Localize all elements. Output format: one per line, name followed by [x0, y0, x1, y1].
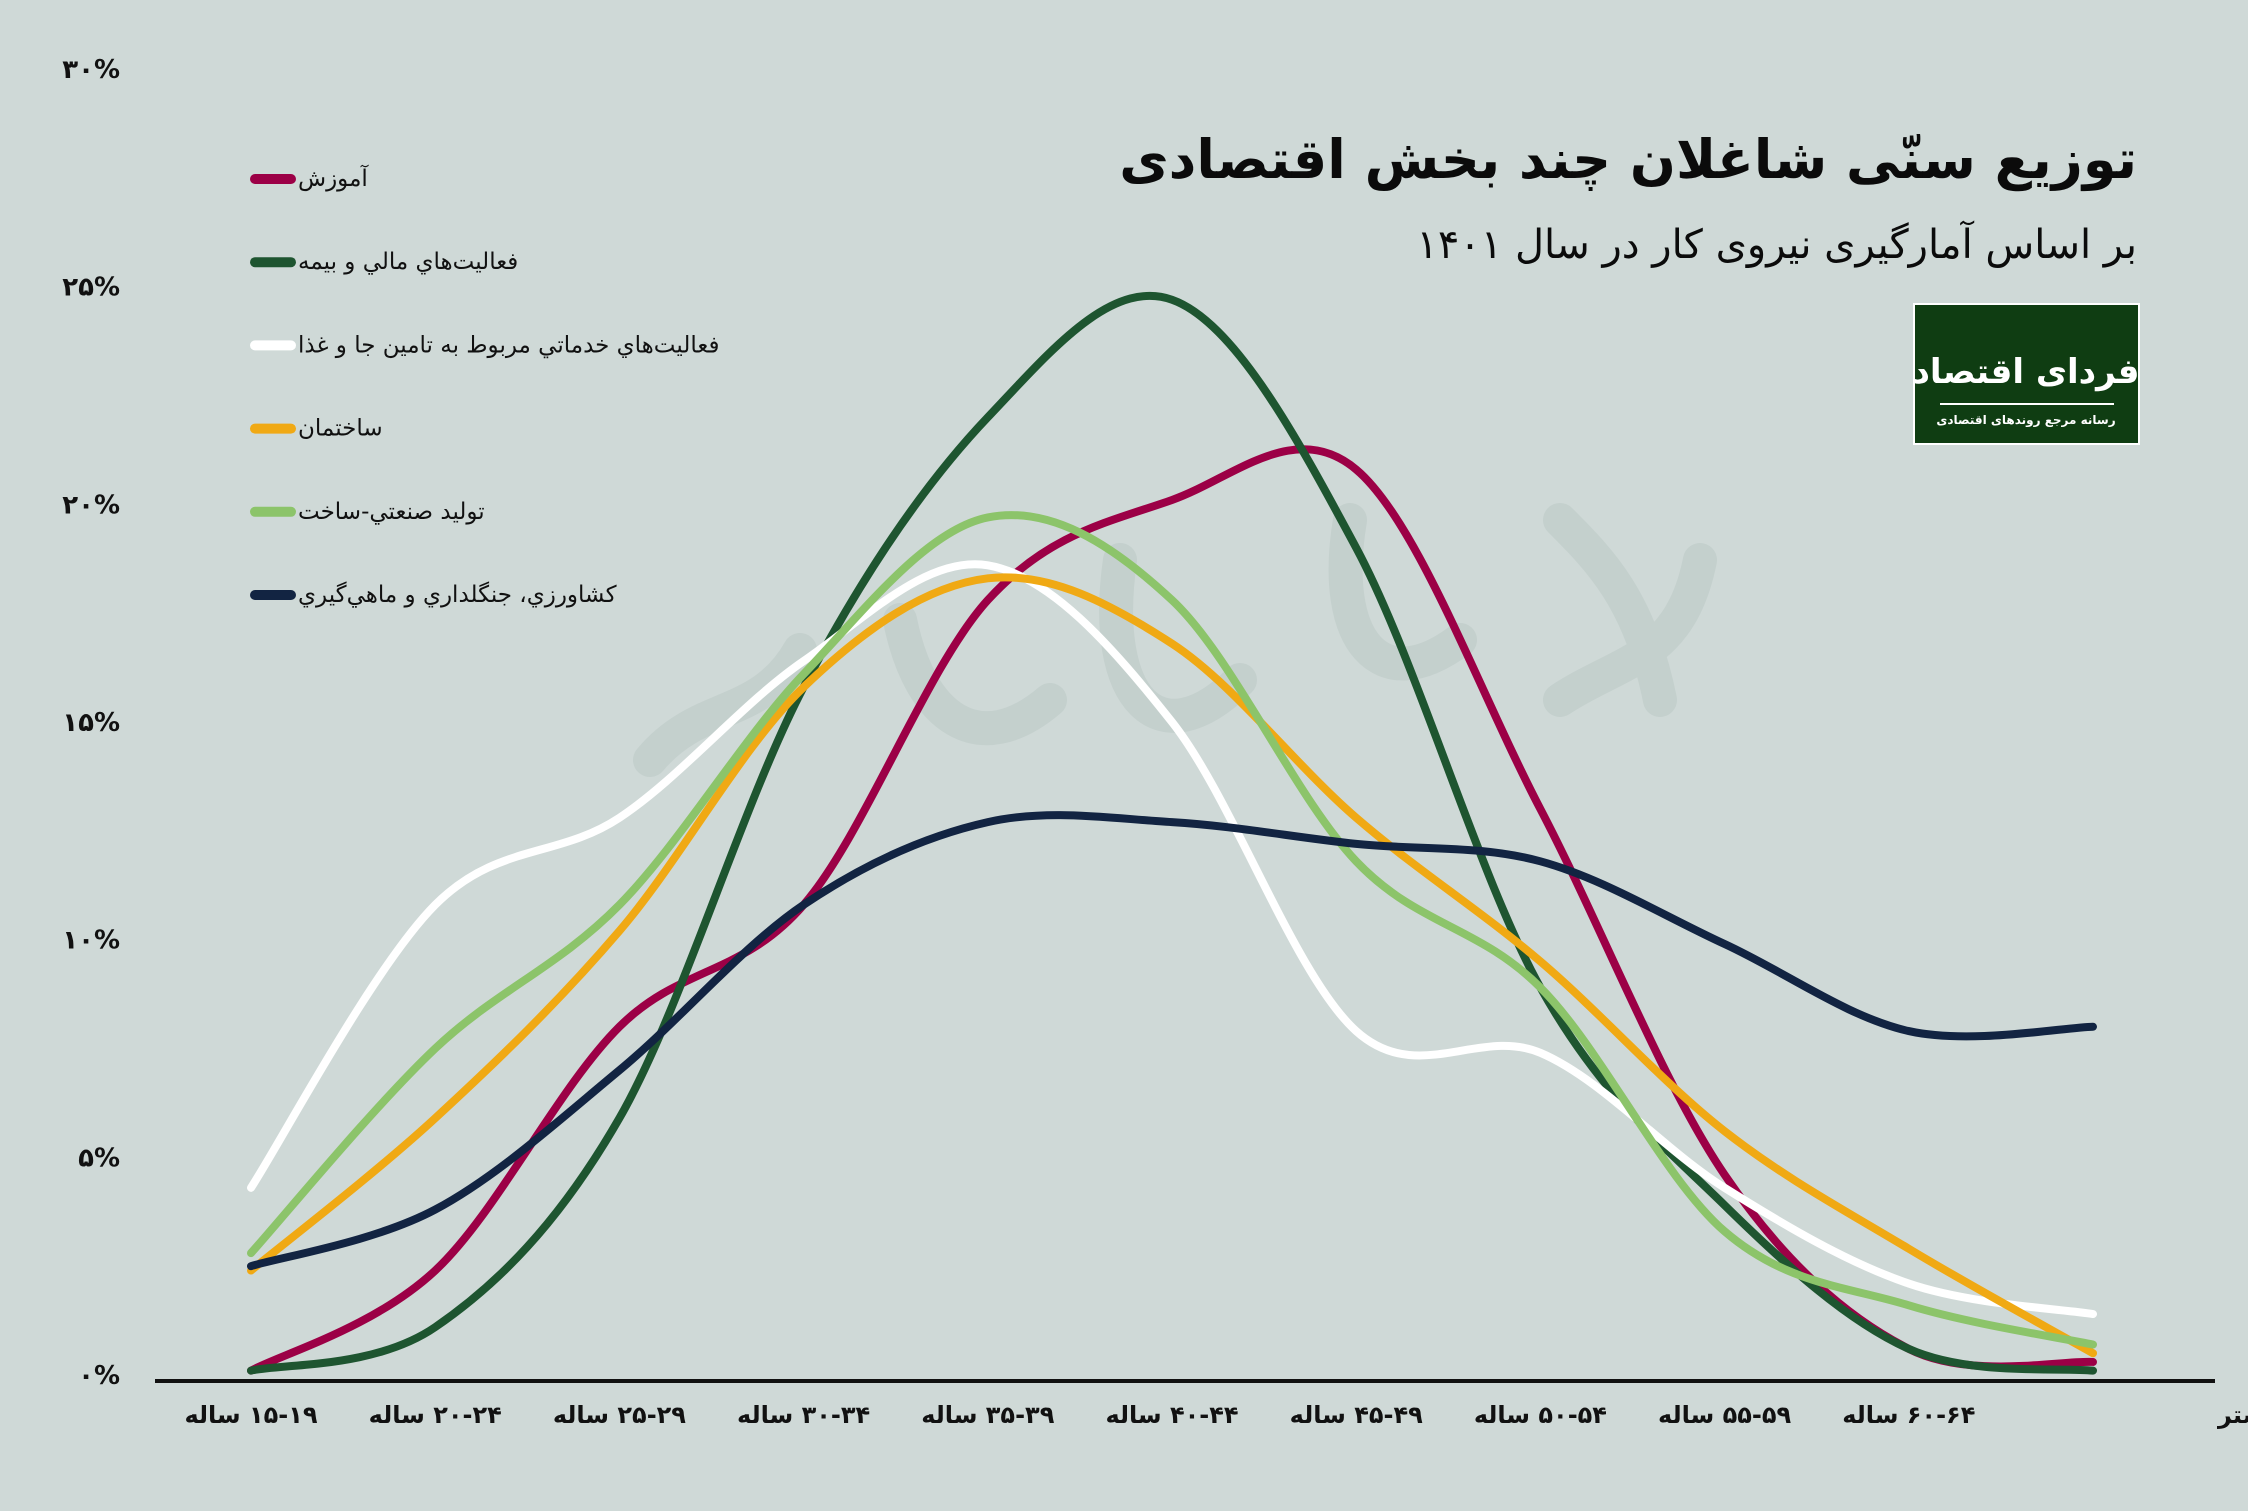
legend-label: كشاورزي، جنگلداري و ماهي‌گيري: [298, 581, 617, 608]
legend-label: آموزش: [298, 164, 369, 192]
chart-title: توزیع سنّی شاغلان چند بخش اقتصادی: [1119, 128, 2137, 191]
watermark-logo: [633, 503, 1717, 777]
legend-label: فعاليت‌هاي مالي و بيمه: [298, 249, 518, 275]
y-tick-label: ۱۰%: [62, 926, 120, 956]
logo-background: [1913, 303, 2140, 445]
x-tick-label: ۵۵-۵۹ ساله: [1658, 1401, 1791, 1429]
y-tick-label: ۲۵%: [62, 273, 120, 303]
x-tick-label: ۴۰-۴۴ ساله: [1105, 1401, 1238, 1429]
y-tick-label: ۳۰%: [62, 55, 120, 85]
series-lines: [247, 291, 2097, 1375]
x-tick-label: ۵۰-۵۴ ساله: [1474, 1401, 1607, 1429]
legend-label: توليد صنعتي-ساخت: [298, 499, 485, 525]
x-tick-label: ۴۵-۴۹ ساله: [1290, 1401, 1423, 1429]
x-tick-label: ۶۰-۶۴ ساله: [1842, 1401, 1975, 1429]
legend: آموزش فعاليت‌هاي مالي و بيمه فعاليت‌هاي خد…: [250, 164, 719, 608]
y-tick-label: ۰%: [78, 1361, 120, 1391]
series-line-5: [247, 811, 2097, 1271]
legend-item: توليد صنعتي-ساخت: [250, 499, 485, 525]
series-line-1: [247, 291, 2097, 1375]
legend-item: فعاليت‌هاي مالي و بيمه: [250, 249, 518, 275]
y-tick-label: ۵%: [78, 1143, 120, 1173]
legend-item: كشاورزي، جنگلداري و ماهي‌گيري: [250, 581, 617, 608]
series-line-3: [247, 573, 2097, 1358]
y-tick-label: ۱۵%: [62, 708, 120, 738]
legend-item: فعاليت‌هاي خدماتي مربوط به تامين جا و غذ…: [250, 332, 719, 358]
x-tick-label: ۲۰-۲۴ ساله: [369, 1401, 502, 1429]
logo-name: فردای اقتصاد: [1912, 352, 2139, 392]
logo-tagline: رسانه مرجع روندهای اقتصادی: [1936, 413, 2115, 428]
legend-item: آموزش: [250, 164, 369, 192]
x-axis-ticks: ۱۵-۱۹ ساله ۲۰-۲۴ ساله ۲۵-۲۹ ساله ۳۰-۳۴ ساله…: [184, 1401, 2248, 1429]
series-line-4: [247, 511, 2097, 1349]
x-tick-label: ۳۵-۳۹ ساله: [921, 1401, 1054, 1429]
x-tick-label: ۱۵-۱۹ ساله: [184, 1401, 317, 1429]
legend-label: ساختمان: [298, 416, 383, 442]
y-tick-label: ۲۰%: [62, 490, 120, 520]
x-tick-label: ۶۵ ساله و بیشتر: [2217, 1401, 2248, 1429]
chart-subtitle: بر اساس آمارگیری نیروی کار در سال ۱۴۰۱: [1416, 220, 2137, 268]
x-tick-label: ۳۰-۳۴ ساله: [737, 1401, 870, 1429]
logo-badge: فردای اقتصاد رسانه مرجع روندهای اقتصادی: [1912, 303, 2140, 445]
legend-item: ساختمان: [250, 416, 383, 442]
legend-label: فعاليت‌هاي خدماتي مربوط به تامين جا و غذ…: [298, 332, 719, 358]
series-line-2: [247, 560, 2097, 1319]
x-tick-label: ۲۵-۲۹ ساله: [553, 1401, 686, 1429]
y-axis-ticks: ۰% ۵% ۱۰% ۱۵% ۲۰% ۲۵% ۳۰%: [62, 55, 120, 1391]
